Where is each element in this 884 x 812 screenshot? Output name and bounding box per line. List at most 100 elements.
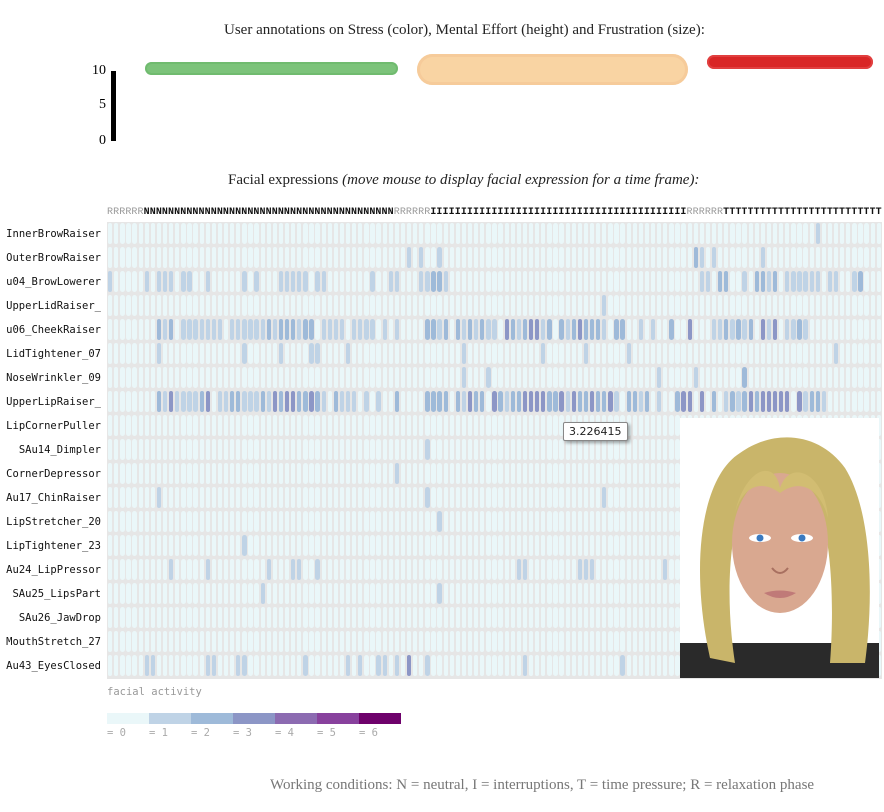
heatmap-cell[interactable] — [400, 271, 406, 292]
heatmap-cell[interactable] — [150, 535, 156, 556]
heatmap-cell[interactable] — [687, 319, 692, 340]
heatmap-cell[interactable] — [510, 319, 515, 340]
heatmap-cell[interactable] — [785, 367, 790, 388]
heatmap-cell[interactable] — [382, 607, 387, 628]
heatmap-cell[interactable] — [559, 463, 564, 484]
heatmap-cell[interactable] — [565, 343, 570, 364]
heatmap-cell[interactable] — [620, 271, 625, 292]
heatmap-cell[interactable] — [144, 535, 149, 556]
heatmap-cell[interactable] — [376, 391, 381, 412]
heatmap-cell[interactable] — [169, 487, 174, 508]
heatmap-cell[interactable] — [480, 271, 485, 292]
heatmap-cell[interactable] — [278, 655, 284, 676]
heatmap-cell[interactable] — [528, 319, 534, 340]
heatmap-cell[interactable] — [644, 223, 650, 244]
heatmap-cell[interactable] — [425, 319, 430, 340]
heatmap-cell[interactable] — [522, 535, 528, 556]
heatmap-cell[interactable] — [772, 295, 778, 316]
heatmap-cell[interactable] — [388, 655, 393, 676]
heatmap-cell[interactable] — [596, 295, 601, 316]
heatmap-cell[interactable] — [516, 511, 522, 532]
heatmap-cell[interactable] — [541, 607, 546, 628]
heatmap-cell[interactable] — [675, 415, 680, 436]
heatmap-cell[interactable] — [449, 295, 454, 316]
heatmap-cell[interactable] — [705, 247, 711, 268]
heatmap-cell[interactable] — [315, 247, 320, 268]
heatmap-cell[interactable] — [284, 463, 290, 484]
heatmap-cell[interactable] — [687, 223, 692, 244]
heatmap-cell[interactable] — [620, 439, 625, 460]
heatmap-cell[interactable] — [742, 319, 747, 340]
heatmap-cell[interactable] — [120, 343, 125, 364]
heatmap-cell[interactable] — [327, 655, 332, 676]
heatmap-cell[interactable] — [559, 535, 564, 556]
heatmap-cell[interactable] — [242, 559, 247, 580]
heatmap-cell[interactable] — [370, 487, 375, 508]
heatmap-cell[interactable] — [852, 391, 857, 412]
heatmap-cell[interactable] — [297, 295, 302, 316]
heatmap-cell[interactable] — [126, 439, 131, 460]
heatmap-cell[interactable] — [333, 487, 339, 508]
heatmap-cell[interactable] — [352, 271, 357, 292]
heatmap-cell[interactable] — [254, 439, 259, 460]
heatmap-cell[interactable] — [669, 295, 674, 316]
heatmap-cell[interactable] — [156, 583, 162, 604]
heatmap-cell[interactable] — [474, 367, 479, 388]
heatmap-cell[interactable] — [358, 367, 363, 388]
heatmap-cell[interactable] — [474, 439, 479, 460]
heatmap-cell[interactable] — [516, 439, 522, 460]
heatmap-cell[interactable] — [821, 319, 827, 340]
heatmap-cell[interactable] — [474, 511, 479, 532]
heatmap-cell[interactable] — [803, 247, 808, 268]
heatmap-cell[interactable] — [217, 655, 223, 676]
heatmap-cell[interactable] — [516, 223, 522, 244]
heatmap-cell[interactable] — [321, 607, 326, 628]
heatmap-cell[interactable] — [376, 607, 381, 628]
heatmap-cell[interactable] — [461, 607, 467, 628]
heatmap-cell[interactable] — [150, 415, 156, 436]
heatmap-cell[interactable] — [675, 439, 680, 460]
heatmap-cell[interactable] — [650, 607, 656, 628]
heatmap-cell[interactable] — [419, 655, 424, 676]
heatmap-cell[interactable] — [333, 319, 339, 340]
heatmap-cell[interactable] — [718, 391, 723, 412]
heatmap-cell[interactable] — [772, 319, 778, 340]
heatmap-cell[interactable] — [138, 487, 143, 508]
heatmap-cell[interactable] — [571, 487, 576, 508]
heatmap-cell[interactable] — [827, 271, 833, 292]
heatmap-cell[interactable] — [425, 487, 430, 508]
heatmap-cell[interactable] — [193, 295, 198, 316]
heatmap-cell[interactable] — [156, 487, 162, 508]
heatmap-cell[interactable] — [437, 295, 442, 316]
heatmap-cell[interactable] — [486, 463, 491, 484]
heatmap-cell[interactable] — [516, 415, 522, 436]
heatmap-cell[interactable] — [833, 319, 839, 340]
heatmap-cell[interactable] — [498, 223, 503, 244]
heatmap-cell[interactable] — [486, 247, 491, 268]
heatmap-cell[interactable] — [791, 343, 796, 364]
heatmap-cell[interactable] — [413, 415, 418, 436]
heatmap-cell[interactable] — [205, 631, 210, 652]
heatmap-cell[interactable] — [650, 223, 656, 244]
heatmap-cell[interactable] — [474, 583, 479, 604]
heatmap-cell[interactable] — [266, 631, 271, 652]
heatmap-cell[interactable] — [388, 487, 393, 508]
heatmap-cell[interactable] — [345, 607, 351, 628]
heatmap-cell[interactable] — [510, 583, 515, 604]
heatmap-cell[interactable] — [266, 271, 271, 292]
heatmap-cell[interactable] — [443, 439, 448, 460]
heatmap-cell[interactable] — [535, 487, 540, 508]
heatmap-cell[interactable] — [352, 559, 357, 580]
heatmap-cell[interactable] — [272, 511, 278, 532]
heatmap-cell[interactable] — [504, 631, 509, 652]
heatmap-cell[interactable] — [364, 463, 369, 484]
heatmap-cell[interactable] — [242, 607, 247, 628]
heatmap-cell[interactable] — [242, 295, 247, 316]
heatmap-cell[interactable] — [156, 247, 162, 268]
heatmap-cell[interactable] — [388, 343, 393, 364]
heatmap-cell[interactable] — [657, 439, 662, 460]
heatmap-cell[interactable] — [431, 295, 436, 316]
heatmap-cell[interactable] — [498, 295, 503, 316]
heatmap-cell[interactable] — [382, 391, 387, 412]
heatmap-cell[interactable] — [675, 607, 680, 628]
